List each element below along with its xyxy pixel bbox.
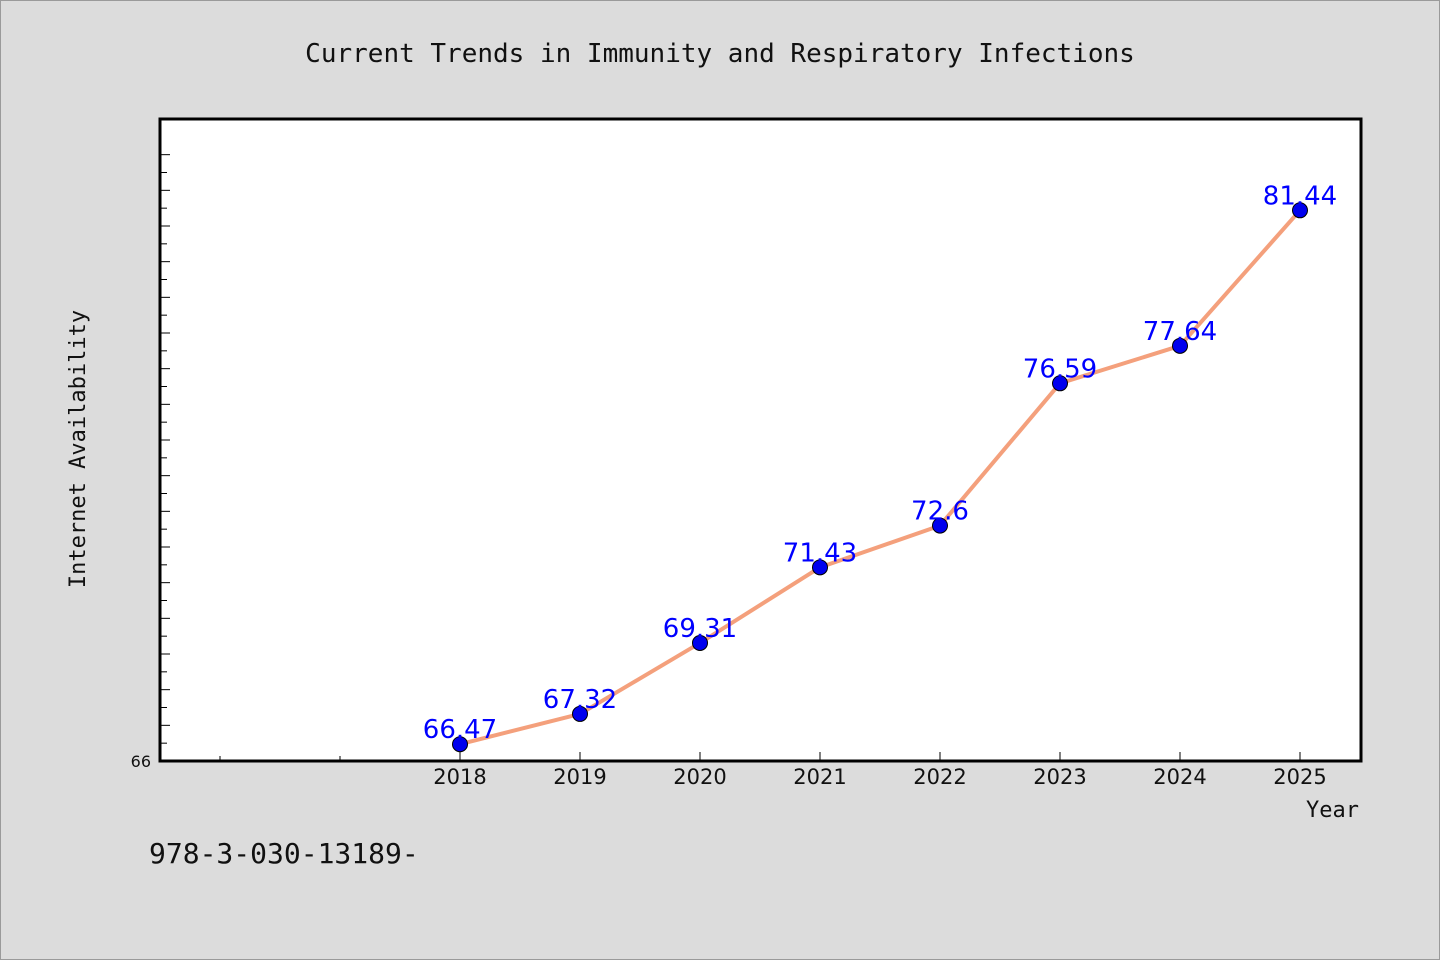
x-tick-label: 2021 (793, 765, 846, 789)
data-label: 67.32 (543, 685, 617, 715)
data-labels: 66.47 67.32 69.31 71.43 72.6 76.59 77.64 81.44 (423, 181, 1337, 745)
x-tick-label: 2018 (433, 765, 486, 789)
data-point (452, 736, 468, 753)
x-tick-label: 2024 (1153, 765, 1206, 789)
data-label: 71.43 (783, 538, 857, 568)
data-point (1052, 375, 1068, 392)
y-axis-ticks (160, 154, 170, 744)
x-tick-labels: 2018 2019 2020 2021 2022 2023 2024 2025 (433, 765, 1326, 789)
y-tick-label-min: 66 (131, 752, 151, 771)
data-points (452, 202, 1308, 753)
x-tick-label: 2020 (673, 765, 726, 789)
series-line (459, 208, 1302, 747)
plot-area (158, 117, 1363, 763)
footnote-isbn: 978-3-030-13189- (149, 837, 419, 870)
data-label: 66.47 (423, 715, 497, 745)
x-tick-label: 2019 (553, 765, 606, 789)
x-tick-label: 2023 (1033, 765, 1086, 789)
data-label: 76.59 (1023, 354, 1097, 384)
chart-title: Current Trends in Immunity and Respirato… (305, 39, 1135, 69)
data-label: 81.44 (1263, 181, 1337, 211)
data-label: 77.64 (1143, 317, 1217, 347)
x-axis-label: Year (1306, 798, 1359, 823)
data-point (812, 559, 828, 576)
x-tick-label: 2025 (1273, 765, 1326, 789)
data-point (1172, 337, 1188, 354)
data-point (1292, 202, 1308, 219)
y-axis-label: Internet Availability (66, 310, 91, 588)
data-label: 69.31 (663, 614, 737, 644)
x-axis-ticks (219, 752, 1301, 761)
series-line-group (459, 208, 1302, 747)
data-point (572, 705, 588, 722)
data-point (692, 634, 708, 651)
x-tick-label: 2022 (913, 765, 966, 789)
data-point (932, 517, 948, 534)
data-label: 72.6 (911, 497, 969, 527)
